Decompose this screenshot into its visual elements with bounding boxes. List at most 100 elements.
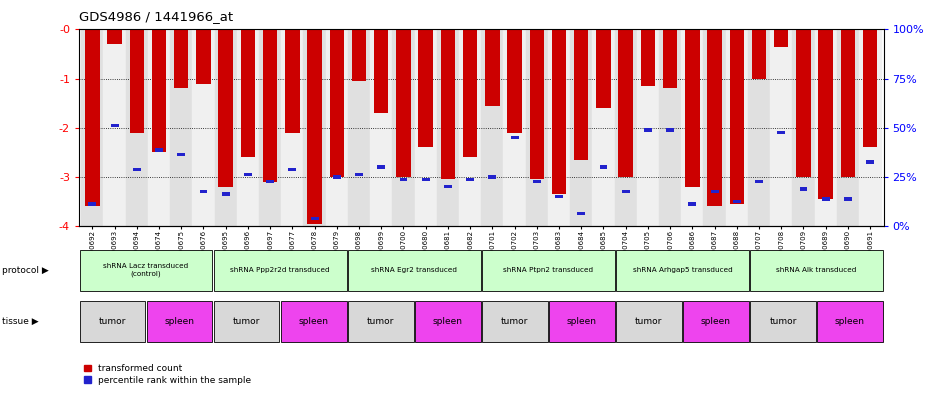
Text: shRNA Egr2 transduced: shRNA Egr2 transduced — [371, 267, 458, 273]
Bar — [148, 29, 170, 226]
Legend: transformed count, percentile rank within the sample: transformed count, percentile rank withi… — [84, 364, 251, 385]
Bar — [841, 29, 856, 177]
Bar — [659, 29, 682, 226]
Bar — [815, 29, 837, 226]
Bar — [174, 29, 189, 88]
Bar — [133, 168, 140, 171]
Bar — [415, 29, 437, 226]
Bar — [703, 29, 725, 226]
Bar — [637, 29, 659, 226]
Bar — [730, 29, 744, 204]
Bar — [817, 301, 883, 342]
Text: tissue ▶: tissue ▶ — [2, 317, 38, 326]
Bar — [482, 250, 615, 290]
Text: tumor: tumor — [232, 317, 260, 326]
Text: GDS4986 / 1441966_at: GDS4986 / 1441966_at — [79, 10, 233, 23]
Bar — [81, 29, 103, 226]
Bar — [193, 29, 215, 226]
Bar — [281, 29, 303, 226]
Bar — [863, 29, 877, 147]
Bar — [511, 136, 519, 139]
Bar — [548, 29, 570, 226]
Bar — [711, 190, 719, 193]
Bar — [152, 29, 166, 152]
Bar — [170, 29, 193, 226]
Bar — [792, 29, 815, 226]
Bar — [616, 301, 682, 342]
Bar — [555, 195, 563, 198]
Bar — [859, 29, 882, 226]
Text: spleen: spleen — [701, 317, 731, 326]
Bar — [683, 301, 749, 342]
Bar — [459, 29, 481, 226]
Bar — [578, 212, 585, 215]
Bar — [837, 29, 859, 226]
Bar — [508, 29, 522, 132]
Bar — [378, 165, 385, 169]
Bar — [466, 178, 474, 181]
Bar — [147, 301, 212, 342]
Text: tumor: tumor — [769, 317, 797, 326]
Text: spleen: spleen — [299, 317, 328, 326]
Bar — [666, 129, 674, 132]
Text: protocol ▶: protocol ▶ — [2, 266, 48, 275]
Bar — [774, 29, 789, 47]
Bar — [370, 29, 392, 226]
Bar — [796, 29, 811, 177]
Bar — [663, 29, 677, 88]
Bar — [348, 29, 370, 226]
Bar — [237, 29, 259, 226]
Bar — [755, 180, 763, 184]
Bar — [288, 168, 297, 171]
Bar — [214, 250, 347, 290]
Bar — [415, 301, 481, 342]
Bar — [86, 29, 100, 206]
Bar — [482, 301, 548, 342]
Bar — [214, 301, 280, 342]
Bar — [348, 250, 481, 290]
Bar — [441, 29, 455, 179]
Text: tumor: tumor — [99, 317, 126, 326]
Bar — [266, 180, 274, 184]
Text: spleen: spleen — [165, 317, 194, 326]
Bar — [488, 175, 497, 178]
Bar — [574, 29, 589, 160]
Bar — [400, 178, 407, 181]
Bar — [616, 250, 749, 290]
Bar — [622, 190, 630, 193]
Bar — [463, 29, 477, 157]
Bar — [200, 190, 207, 193]
Bar — [196, 29, 211, 83]
Bar — [751, 29, 766, 79]
Bar — [770, 29, 792, 226]
Bar — [221, 192, 230, 196]
Bar — [529, 29, 544, 179]
Bar — [485, 29, 499, 106]
Bar — [418, 29, 433, 147]
Bar — [444, 185, 452, 188]
Bar — [777, 131, 785, 134]
Bar — [800, 187, 807, 191]
Bar — [80, 250, 212, 290]
Bar — [748, 29, 770, 226]
Bar — [374, 29, 389, 113]
Text: shRNA Ppp2r2d transduced: shRNA Ppp2r2d transduced — [231, 267, 330, 273]
Text: spleen: spleen — [432, 317, 463, 326]
Text: spleen: spleen — [566, 317, 597, 326]
Bar — [481, 29, 503, 226]
Bar — [549, 301, 615, 342]
Bar — [644, 129, 652, 132]
Bar — [326, 29, 348, 226]
Text: shRNA Alk transduced: shRNA Alk transduced — [777, 267, 857, 273]
Bar — [682, 29, 703, 226]
Bar — [286, 29, 299, 132]
Bar — [685, 29, 699, 187]
Bar — [355, 173, 363, 176]
Bar — [311, 217, 319, 220]
Bar — [259, 29, 281, 226]
Bar — [80, 301, 145, 342]
Bar — [437, 29, 459, 226]
Bar — [303, 29, 326, 226]
Bar — [733, 200, 741, 203]
Bar — [263, 29, 277, 182]
